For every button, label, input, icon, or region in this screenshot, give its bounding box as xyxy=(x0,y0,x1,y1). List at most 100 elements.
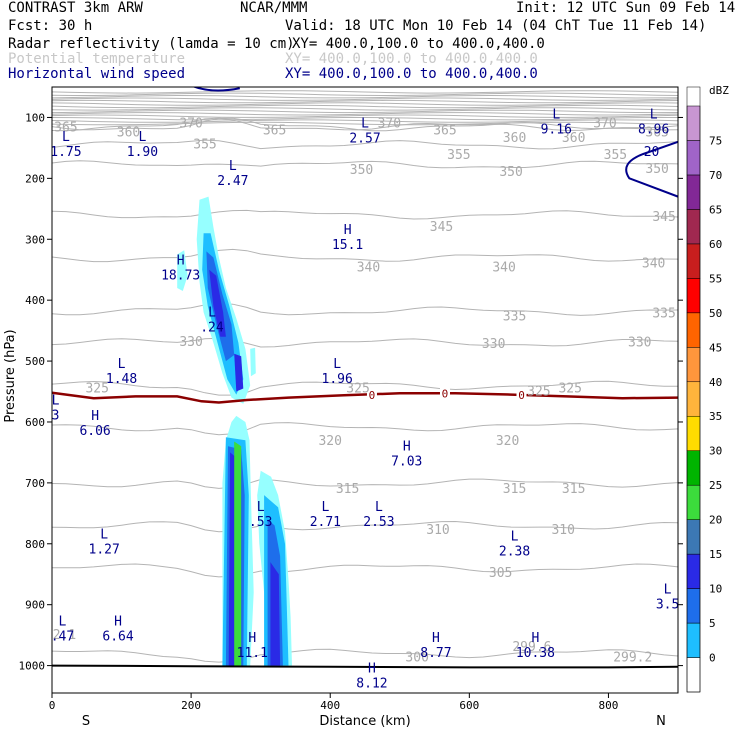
extremum-high-mark: H xyxy=(531,631,539,646)
extremum-high-mark: H xyxy=(403,439,411,454)
theta-label: 355 xyxy=(193,138,216,153)
colorbar-swatch xyxy=(686,105,701,141)
extremum-value: 11.1 xyxy=(237,646,268,661)
theta-stratosphere-line xyxy=(52,107,678,111)
colorbar-swatch xyxy=(686,209,701,245)
theta-contour-345 xyxy=(52,209,678,220)
y-axis-label: Pressure (hPa) xyxy=(3,329,18,422)
theta-stratosphere-line xyxy=(52,99,678,104)
extremum-value: 18.73 xyxy=(161,269,200,284)
extremum-low-mark: L xyxy=(229,159,237,174)
theta-stratosphere-line xyxy=(52,104,678,109)
wind-contour-20 xyxy=(625,140,678,198)
y-tick-label: 300 xyxy=(25,233,45,246)
extremum-low-mark: L xyxy=(361,117,369,132)
theta-label: 365 xyxy=(433,124,456,139)
colorbar-level-label: 40 xyxy=(709,376,722,389)
theta-label: 310 xyxy=(426,523,449,538)
theta-label: 320 xyxy=(496,434,519,449)
theta-label: 365 xyxy=(645,125,668,140)
colorbar-level-label: 70 xyxy=(709,169,722,182)
colorbar-level-label: 45 xyxy=(709,341,722,354)
extremum-value: 1.48 xyxy=(106,372,137,387)
surface-line xyxy=(52,664,678,669)
extremum-low-mark: L xyxy=(100,528,108,543)
theta-label: 315 xyxy=(336,482,359,497)
colorbar-level-label: 20 xyxy=(709,514,722,527)
field-1-xy: XY= 400.0,100.0 to 400.0,400.0 xyxy=(292,36,545,52)
x-tick-label: 400 xyxy=(320,699,340,712)
extremum-value: .24 xyxy=(200,320,224,335)
colorbar-swatch xyxy=(686,140,701,176)
theta-label: 350 xyxy=(645,162,668,177)
extremum-value: 1.96 xyxy=(322,372,353,387)
x-tick-label: 200 xyxy=(181,699,201,712)
extremum-low-mark: L xyxy=(118,357,126,372)
theta-label: 335 xyxy=(503,309,526,324)
theta-contour-340 xyxy=(52,248,678,263)
theta-stratosphere-line xyxy=(52,90,678,94)
theta-contour-300 xyxy=(52,648,678,663)
field-3-name: Horizontal wind speed xyxy=(8,66,186,82)
theta-stratosphere-line xyxy=(52,117,678,121)
freezing-label-bg xyxy=(516,389,527,401)
theta-label: 330 xyxy=(628,336,651,351)
extremum-low-mark: L xyxy=(139,130,147,145)
field-2-xy: XY= 400.0,100.0 to 400.0,400.0 xyxy=(285,51,538,67)
theta-label: 360 xyxy=(503,131,526,146)
x-tick-label: 600 xyxy=(459,699,479,712)
x-axis-label: Distance (km) xyxy=(319,714,410,729)
extremum-high-mark: H xyxy=(432,631,440,646)
theta-contour-315 xyxy=(52,478,678,489)
theta-label: 360 xyxy=(562,131,585,146)
theta-label: 370 xyxy=(179,116,202,131)
extremum-low-mark: L xyxy=(59,615,67,630)
theta-label: 325 xyxy=(346,381,369,396)
colorbar-level-label: 5 xyxy=(709,617,716,630)
colorbar-frame xyxy=(686,86,701,693)
extremum-high-mark: H xyxy=(344,223,352,238)
colorbar-swatch xyxy=(686,657,701,693)
extremum-high-mark: H xyxy=(248,631,256,646)
theta-stratosphere-line xyxy=(52,121,678,126)
freezing-level-line xyxy=(52,391,678,404)
colorbar: dBZ 0 5 10 15 20 25 30 35 40 45 50 55 60 65 70 75 xyxy=(686,84,729,693)
theta-stratosphere-line xyxy=(52,114,678,118)
reflectivity-20dbz-mid xyxy=(234,353,244,392)
freezing-label: 0 xyxy=(369,389,376,402)
wind-label: 20 xyxy=(644,145,660,160)
plot-frame xyxy=(51,86,679,694)
freezing-level: 0 0 0 xyxy=(52,387,678,404)
y-tick-label: 500 xyxy=(25,355,45,368)
extremum-low-mark: L xyxy=(552,107,560,122)
freezing-label: 0 xyxy=(518,389,525,402)
extremum-value: 15.1 xyxy=(332,238,363,253)
reflectivity-20dbz-upper xyxy=(209,269,226,337)
colorbar-swatch xyxy=(686,381,701,417)
forecast-hour: Fcst: 30 h xyxy=(8,18,93,34)
theta-stratosphere-line xyxy=(52,102,678,106)
colorbar-level-label: 35 xyxy=(709,410,722,423)
colorbar-swatch xyxy=(686,553,701,589)
extremum-high-mark: H xyxy=(114,615,122,630)
theta-label: 335 xyxy=(652,306,675,321)
colorbar-level-label: 55 xyxy=(709,272,722,285)
colorbar-level-label: 65 xyxy=(709,203,722,216)
field-2-name: Potential temperature xyxy=(8,51,186,67)
colorbar-swatch xyxy=(686,312,701,348)
valid-time: Valid: 18 UTC Mon 10 Feb 14 (04 ChT Tue … xyxy=(285,18,707,34)
theta-label: 299.6 xyxy=(512,640,551,655)
extremum-value: 9.16 xyxy=(541,122,572,137)
extremum-high-mark: H xyxy=(177,254,185,269)
theta-contour-350 xyxy=(52,160,678,169)
theta-label: 305 xyxy=(489,566,512,581)
colorbar-level-label: 10 xyxy=(709,583,722,596)
theta-label: 325 xyxy=(85,381,108,396)
extremum-value: 10.38 xyxy=(516,646,555,661)
theta-label: 330 xyxy=(179,335,202,350)
theta-label: 310 xyxy=(551,523,574,538)
wind-contours: 20 xyxy=(192,87,678,198)
extremum-low-mark: L xyxy=(333,357,341,372)
theta-stratosphere-line xyxy=(52,112,678,116)
extremum-value: 2.53 xyxy=(363,515,394,530)
